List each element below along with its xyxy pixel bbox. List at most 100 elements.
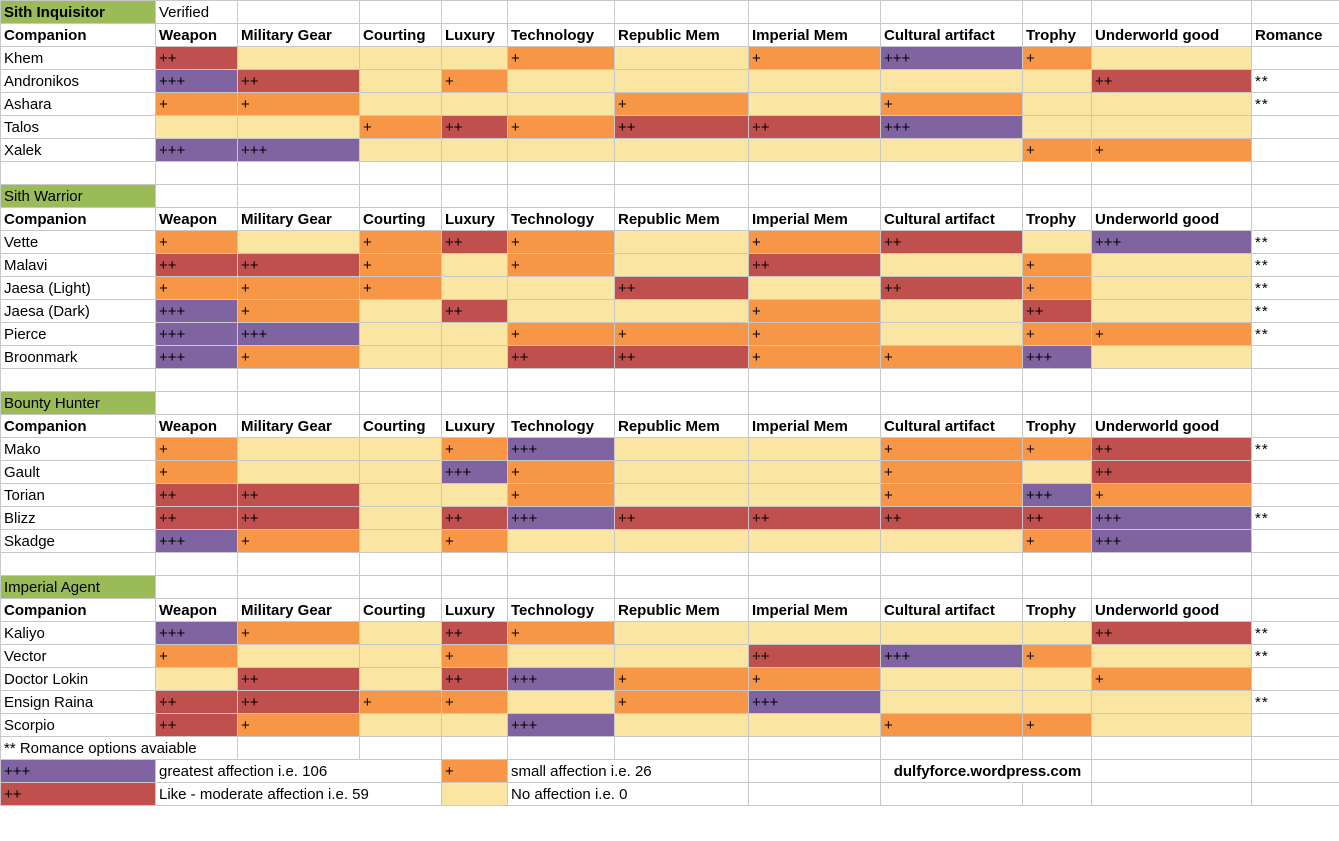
spacer-empty-cell <box>359 368 442 392</box>
affection-cell-imperial-mem: + <box>748 299 881 323</box>
affection-cell-military-gear <box>237 644 360 668</box>
header-empty-cell <box>1251 207 1339 231</box>
affection-cell-imperial-mem <box>748 69 881 93</box>
affection-cell-technology: + <box>507 230 615 254</box>
affection-cell-trophy: +++ <box>1022 345 1092 369</box>
spacer-empty-cell <box>1022 368 1092 392</box>
affection-cell-republic-mem: + <box>614 92 749 116</box>
affection-cell-cultural-artifact <box>880 621 1023 645</box>
companion-row: Ashara + + + + ** <box>0 92 1339 116</box>
section-empty-cell <box>880 184 1023 208</box>
section-empty-cell <box>441 575 508 599</box>
column-header-cultural-artifact: Cultural artifact <box>880 414 1023 438</box>
affection-cell-military-gear <box>237 437 360 461</box>
companion-name: Gault <box>0 460 156 484</box>
affection-cell-weapon <box>155 115 238 139</box>
affection-cell-trophy: + <box>1022 644 1092 668</box>
affection-cell-republic-mem: ++ <box>614 345 749 369</box>
column-header-republic-mem: Republic Mem <box>614 207 749 231</box>
affection-cell-cultural-artifact: +++ <box>880 46 1023 70</box>
legend-empty-cell <box>880 782 1023 806</box>
affection-cell-imperial-mem <box>748 92 881 116</box>
section-empty-cell <box>1022 575 1092 599</box>
affection-cell-luxury <box>441 322 508 346</box>
section-empty-cell <box>614 184 749 208</box>
affection-cell-imperial-mem <box>748 483 881 507</box>
affection-cell-luxury: ++ <box>441 230 508 254</box>
affection-cell-luxury: +++ <box>441 460 508 484</box>
column-header-weapon: Weapon <box>155 23 238 47</box>
affection-cell-luxury: ++ <box>441 506 508 530</box>
affection-cell-imperial-mem: +++ <box>748 690 881 714</box>
spacer-empty-cell <box>880 552 1023 576</box>
column-header-companion: Companion <box>0 207 156 231</box>
affection-cell-imperial-mem: + <box>748 46 881 70</box>
affection-cell-cultural-artifact: + <box>880 345 1023 369</box>
affection-cell-luxury <box>441 46 508 70</box>
affection-cell-technology: +++ <box>507 713 615 737</box>
affection-cell-underworld-good: + <box>1091 138 1252 162</box>
affection-cell-military-gear: ++ <box>237 667 360 691</box>
affection-cell-courting <box>359 138 442 162</box>
companion-row: Blizz ++ ++ ++ +++ ++ ++ ++ ++ +++ ** <box>0 506 1339 530</box>
affection-cell-military-gear: + <box>237 621 360 645</box>
affection-cell-weapon: + <box>155 644 238 668</box>
column-header-military-gear: Military Gear <box>237 23 360 47</box>
affection-cell-courting <box>359 713 442 737</box>
affection-cell-imperial-mem: + <box>748 667 881 691</box>
affection-cell-weapon: ++ <box>155 690 238 714</box>
affection-cell-military-gear <box>237 115 360 139</box>
companion-name: Talos <box>0 115 156 139</box>
column-header-luxury: Luxury <box>441 414 508 438</box>
affection-cell-trophy: + <box>1022 276 1092 300</box>
spacer-empty-cell <box>880 368 1023 392</box>
affection-cell-imperial-mem <box>748 460 881 484</box>
column-header-military-gear: Military Gear <box>237 598 360 622</box>
affection-cell-underworld-good: +++ <box>1091 506 1252 530</box>
affection-cell-technology <box>507 138 615 162</box>
section-empty-cell <box>1091 184 1252 208</box>
section-empty-cell <box>507 0 615 24</box>
affection-cell-military-gear <box>237 46 360 70</box>
legend-text-moderate: Like - moderate affection i.e. 59 <box>155 782 442 806</box>
column-header-underworld-good: Underworld good <box>1091 23 1252 47</box>
spacer-empty-cell <box>237 368 360 392</box>
footnote-row: ** Romance options avaiable <box>0 736 1339 760</box>
companion-row: Skadge +++ + + + +++ <box>0 529 1339 553</box>
column-header-cultural-artifact: Cultural artifact <box>880 23 1023 47</box>
legend-empty-cell <box>1251 759 1339 783</box>
affection-cell-trophy: + <box>1022 529 1092 553</box>
legend-swatch-greatest: +++ <box>0 759 156 783</box>
affection-cell-republic-mem <box>614 529 749 553</box>
companion-name: Broonmark <box>0 345 156 369</box>
affection-cell-underworld-good <box>1091 46 1252 70</box>
affection-cell-trophy <box>1022 69 1092 93</box>
column-header-underworld-good: Underworld good <box>1091 414 1252 438</box>
affection-cell-republic-mem: ++ <box>614 115 749 139</box>
romance-marker: ** <box>1251 437 1339 461</box>
romance-marker <box>1251 483 1339 507</box>
romance-marker: ** <box>1251 690 1339 714</box>
affection-cell-luxury: ++ <box>441 115 508 139</box>
affection-cell-weapon: +++ <box>155 345 238 369</box>
spacer-row <box>0 552 1339 576</box>
section-empty-cell <box>1091 0 1252 24</box>
affection-cell-republic-mem: + <box>614 322 749 346</box>
affection-cell-technology <box>507 92 615 116</box>
column-header-military-gear: Military Gear <box>237 207 360 231</box>
affection-cell-cultural-artifact <box>880 138 1023 162</box>
affection-cell-underworld-good: +++ <box>1091 230 1252 254</box>
column-header-imperial-mem: Imperial Mem <box>748 598 881 622</box>
romance-marker: ** <box>1251 69 1339 93</box>
footnote-empty-cell <box>614 736 749 760</box>
footnote-empty-cell <box>441 736 508 760</box>
affection-cell-military-gear <box>237 460 360 484</box>
section-empty-cell <box>237 184 360 208</box>
section-empty-cell <box>1251 391 1339 415</box>
column-header-companion: Companion <box>0 414 156 438</box>
spacer-empty-cell <box>0 368 156 392</box>
section-empty-cell <box>237 391 360 415</box>
companion-row: Pierce +++ +++ + + + + + ** <box>0 322 1339 346</box>
affection-cell-courting <box>359 506 442 530</box>
affection-cell-weapon: + <box>155 92 238 116</box>
